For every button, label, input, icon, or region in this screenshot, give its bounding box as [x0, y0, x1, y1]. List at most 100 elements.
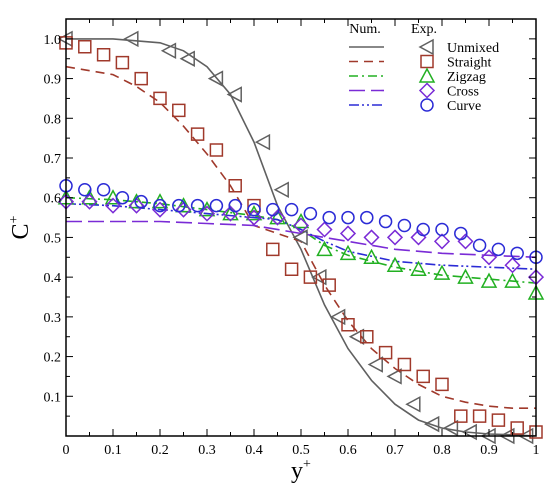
data-point-unmixed — [273, 181, 289, 199]
data-point-unmixed — [442, 419, 459, 437]
data-point-zigzag — [504, 272, 521, 288]
data-point-cross — [339, 225, 357, 242]
legend: Num. Exp. UnmixedStraightZigzagCrossCurv… — [349, 22, 499, 114]
data-point-straight — [284, 262, 299, 276]
data-point-straight — [360, 329, 374, 344]
data-point-straight — [78, 40, 92, 54]
legend-header-exp: Exp. — [411, 22, 437, 37]
data-point-curve — [322, 210, 336, 225]
data-point-curve — [266, 202, 280, 217]
series-line-zigzag — [66, 196, 536, 284]
series-line-curve — [66, 202, 536, 270]
y-tick-label: 0.1 — [44, 390, 62, 405]
axis-ticks — [65, 18, 537, 436]
data-point-straight — [266, 242, 280, 257]
x-tick-label: 0.9 — [480, 443, 498, 458]
data-point-curve — [416, 222, 430, 237]
data-point-cross — [104, 197, 122, 214]
data-point-unmixed — [254, 133, 271, 151]
x-tick-label: 0.3 — [198, 443, 216, 458]
legend-label-unmixed: Unmixed — [447, 41, 499, 56]
y-tick-label: 0.8 — [44, 112, 62, 127]
data-point-straight — [59, 36, 73, 50]
data-point-curve — [491, 242, 506, 257]
data-point-straight — [510, 421, 524, 435]
data-point-curve — [341, 210, 355, 225]
data-point-zigzag — [386, 256, 404, 272]
legend-header-num: Num. — [349, 22, 381, 37]
data-point-unmixed — [424, 415, 440, 433]
y-tick-label: 0.4 — [44, 271, 62, 286]
legend-marker-cross — [418, 82, 436, 99]
y-tick-label: 0.3 — [44, 311, 62, 326]
data-point-straight — [115, 55, 130, 70]
data-point-curve — [247, 202, 261, 217]
data-point-cross — [316, 221, 333, 238]
data-point-straight — [153, 91, 167, 106]
legend-marker-straight — [420, 54, 434, 69]
data-point-cross — [292, 217, 310, 234]
data-point-curve — [303, 206, 318, 221]
data-point-unmixed — [123, 30, 139, 48]
data-point-cross — [198, 205, 216, 222]
data-point-unmixed — [348, 328, 365, 345]
data-point-unmixed — [160, 42, 177, 60]
series-markers — [57, 30, 545, 445]
data-point-unmixed — [386, 368, 402, 385]
data-point-straight — [472, 409, 487, 423]
legend-marker-curve — [420, 98, 434, 112]
data-point-curve — [360, 210, 374, 225]
data-point-straight — [172, 103, 186, 118]
data-point-straight — [435, 377, 449, 392]
data-point-straight — [529, 425, 543, 439]
axis-tick-labels: 0 0.1 0.2 0.3 0.4 0.5 0.6 0.7 0.8 0.9 1 0.1 0.2 0.3 0.… — [44, 33, 540, 458]
y-axis-label: C+ — [7, 215, 34, 239]
data-point-straight — [397, 357, 412, 372]
data-point-curve — [472, 238, 487, 253]
data-point-cross — [151, 201, 169, 218]
data-point-unmixed — [367, 356, 383, 373]
data-point-zigzag — [457, 268, 474, 284]
x-tick-label: 1 — [533, 443, 540, 458]
data-point-straight — [96, 47, 111, 62]
data-point-cross — [128, 197, 145, 214]
data-point-zigzag — [363, 248, 380, 265]
x-tick-label: 0.2 — [151, 443, 169, 458]
data-point-cross — [386, 229, 404, 246]
data-point-curve — [78, 183, 92, 197]
data-point-curve — [284, 202, 299, 217]
legend-label-cross: Cross — [447, 85, 479, 100]
data-point-straight — [209, 143, 224, 157]
legend-label-straight: Straight — [447, 56, 491, 71]
x-tick-label: 0.5 — [292, 443, 310, 458]
data-point-curve — [435, 222, 449, 237]
data-point-straight — [491, 413, 506, 427]
data-point-unmixed — [330, 308, 346, 326]
data-point-curve — [96, 183, 111, 197]
legend-marker-zigzag — [418, 67, 436, 83]
data-point-curve — [228, 198, 242, 213]
data-point-unmixed — [226, 86, 242, 103]
data-point-curve — [153, 198, 167, 213]
data-point-curve — [134, 194, 148, 209]
data-point-cross — [363, 229, 380, 246]
data-point-cross — [81, 193, 98, 210]
data-point-straight — [341, 318, 355, 332]
data-point-curve — [209, 198, 224, 213]
x-tick-label: 0 — [63, 443, 70, 458]
data-point-cross — [433, 233, 451, 250]
x-tick-label: 0.6 — [339, 443, 357, 458]
data-point-zigzag — [316, 240, 333, 257]
y-tick-label: 1.0 — [44, 33, 62, 48]
x-tick-label: 0.4 — [245, 443, 263, 458]
data-point-cross — [480, 249, 498, 266]
data-point-cross — [504, 257, 521, 274]
data-point-unmixed — [207, 70, 224, 87]
data-point-straight — [416, 369, 430, 384]
data-point-curve — [454, 226, 468, 241]
data-point-straight — [228, 179, 242, 193]
y-tick-label: 0.7 — [44, 152, 62, 167]
legend-label-zigzag: Zigzag — [447, 70, 486, 85]
x-tick-label: 0.8 — [433, 443, 451, 458]
